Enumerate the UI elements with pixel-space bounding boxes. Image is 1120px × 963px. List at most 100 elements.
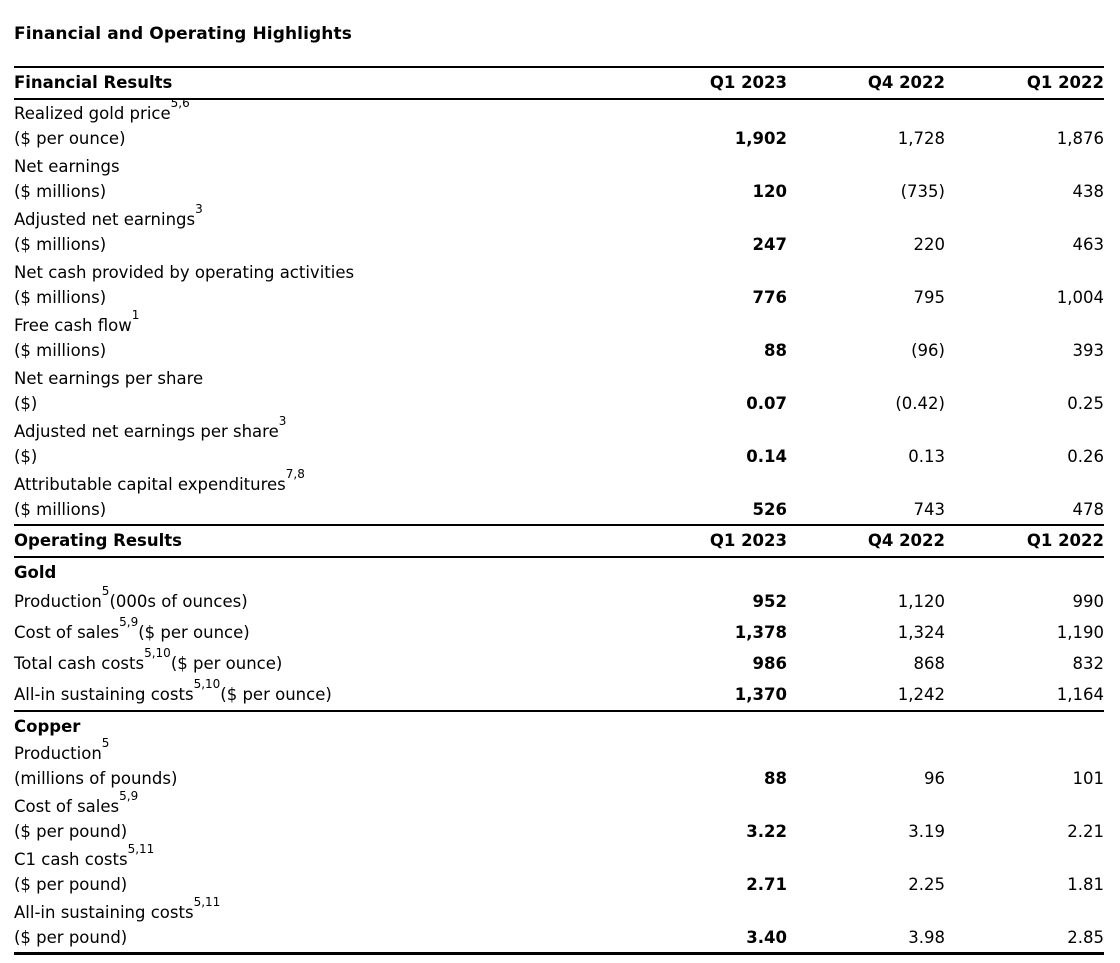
column-header-q1-2023: Q1 2023	[622, 66, 787, 100]
table-row-net-cash-operating: Net cash provided by operating activitie…	[14, 259, 1104, 312]
table-row-gold-total-cash-costs: Total cash costs5,10($ per ounce) 986 86…	[14, 645, 1104, 679]
row-unit: ($)	[14, 447, 38, 466]
value-q1-2022: 1,164	[1056, 685, 1104, 704]
value-q4-2022: 1,324	[897, 623, 945, 642]
row-unit: ($ millions)	[14, 182, 107, 201]
value-q4-2022: (735)	[900, 182, 945, 201]
footnote-ref: 7,8	[285, 466, 305, 481]
table-row-gold-cost-of-sales: Cost of sales5,9($ per ounce) 1,378 1,32…	[14, 614, 1104, 648]
footnote-ref: 5,11	[193, 894, 221, 909]
table-row-copper-cost-of-sales: Cost of sales5,9 ($ per pound) 3.22 3.19…	[14, 788, 1104, 846]
value-q1-2023: 0.14	[746, 447, 787, 466]
value-q1-2022: 1,190	[1056, 623, 1104, 642]
financial-results-header-row: Financial Results Q1 2023 Q4 2022 Q1 202…	[14, 66, 1104, 100]
value-q1-2023: 986	[752, 654, 787, 673]
row-label: Net earnings	[14, 157, 120, 176]
row-label: All-in sustaining costs5,10($ per ounce)	[14, 676, 332, 705]
row-label: All-in sustaining costs5,11	[14, 894, 221, 923]
table-row-net-earnings: Net earnings ($ millions) 120 (735) 438	[14, 153, 1104, 206]
footnote-ref: 5,10	[144, 645, 171, 660]
row-unit: (000s of ounces)	[109, 592, 248, 611]
highlights-table: Financial Results Q1 2023 Q4 2022 Q1 202…	[14, 66, 1104, 955]
value-q4-2022: (0.42)	[895, 394, 945, 413]
column-header-q4-2022: Q4 2022	[787, 524, 945, 558]
value-q1-2022: 1.81	[1067, 875, 1104, 894]
column-header-q1-2022: Q1 2022	[945, 66, 1104, 100]
value-q1-2023: 3.40	[622, 899, 787, 955]
page-title: Financial and Operating Highlights	[14, 24, 352, 44]
value-q4-2022: 868	[913, 654, 946, 673]
table-row-adjusted-net-earnings: Adjusted net earnings3 ($ millions) 247 …	[14, 203, 1105, 259]
table-row-attributable-capital-expenditures: Attributable capital expenditures7,8 ($ …	[14, 466, 1105, 525]
row-unit: ($ millions)	[14, 235, 107, 254]
value-q1-2023: 1,370	[734, 685, 787, 704]
value-q1-2022: 2.21	[1067, 822, 1104, 841]
table-row-gold-production: Production5(000s of ounces) 952 1,120 99…	[14, 583, 1104, 617]
value-q1-2022: 438	[1072, 182, 1105, 201]
footnote-ref: 5,11	[127, 841, 155, 856]
row-label: Net cash provided by operating activitie…	[14, 263, 355, 282]
value-q1-2022: 0.26	[1067, 447, 1104, 466]
value-q1-2022: 393	[1072, 341, 1105, 360]
row-unit: ($ per ounce)	[170, 654, 283, 673]
row-unit: ($ per ounce)	[220, 685, 332, 704]
footnote-ref: 3	[195, 201, 203, 216]
value-q4-2022: 3.19	[908, 822, 945, 841]
row-unit: (millions of pounds)	[14, 769, 178, 788]
footnote-ref: 5	[101, 735, 110, 750]
footnote-ref: 5,10	[193, 676, 221, 691]
row-unit: ($)	[14, 394, 38, 413]
value-q1-2023: 3.22	[746, 822, 787, 841]
column-header-q4-2022: Q4 2022	[787, 66, 945, 100]
value-q1-2023: 1,378	[734, 623, 787, 642]
footnote-ref: 5,9	[119, 788, 139, 803]
row-unit: ($ millions)	[14, 341, 107, 360]
value-q1-2023: 776	[752, 288, 787, 307]
table-row-realized-gold-price: Realized gold price5,6 ($ per ounce) 1,9…	[14, 95, 1104, 153]
footnote-ref: 5,6	[170, 95, 190, 110]
row-label: Cost of sales5,9($ per ounce)	[14, 614, 250, 643]
row-label: Net earnings per share	[14, 369, 204, 388]
footnote-ref: 5	[101, 583, 110, 598]
row-unit: ($ per pound)	[14, 875, 128, 894]
row-label: Total cash costs5,10($ per ounce)	[14, 645, 283, 674]
value-q1-2023: 526	[752, 500, 787, 519]
row-unit: ($ per pound)	[14, 928, 128, 947]
row-unit: ($ millions)	[14, 500, 107, 519]
row-label: Production5(000s of ounces)	[14, 583, 248, 612]
value-q4-2022: 220	[913, 235, 946, 254]
column-header-q1-2023: Q1 2023	[622, 524, 787, 558]
value-q4-2022: (96)	[911, 341, 945, 360]
value-q1-2022: 463	[1072, 235, 1105, 254]
section-title-operating-results: Operating Results	[14, 524, 622, 558]
value-q4-2022: 2.25	[908, 875, 945, 894]
row-label: Cost of sales5,9	[14, 788, 139, 817]
row-label: Attributable capital expenditures7,8	[14, 466, 305, 495]
value-q4-2022: 0.13	[908, 447, 945, 466]
row-unit: ($ per pound)	[14, 822, 128, 841]
table-row-copper-c1-cash-costs: C1 cash costs5,11 ($ per pound) 2.71 2.2…	[14, 841, 1104, 899]
row-label: C1 cash costs5,11	[14, 841, 155, 870]
table-row-free-cash-flow: Free cash flow1 ($ millions) 88 (96) 393	[14, 309, 1105, 365]
value-q1-2023: 2.71	[746, 875, 787, 894]
value-q1-2022: 1,876	[1056, 129, 1104, 148]
column-header-q1-2022: Q1 2022	[945, 524, 1104, 558]
row-label: Adjusted net earnings per share3	[14, 413, 287, 442]
footnote-ref: 5,9	[119, 614, 139, 629]
value-q1-2023: 247	[752, 235, 787, 254]
value-q4-2022: 743	[913, 500, 946, 519]
value-q4-2022: 96	[924, 769, 945, 788]
row-label: Production5	[14, 735, 110, 764]
value-q1-2022: 1,004	[1056, 288, 1104, 307]
row-label: Realized gold price5,6	[14, 95, 190, 124]
value-q1-2023: 88	[764, 341, 787, 360]
value-q1-2023: 1,902	[734, 129, 787, 148]
value-q1-2023: 0.07	[746, 394, 787, 413]
table-row-gold-aisc: All-in sustaining costs5,10($ per ounce)…	[14, 676, 1104, 711]
value-q1-2023: 952	[752, 592, 787, 611]
value-q1-2022: 101	[1072, 769, 1105, 788]
value-q1-2022: 2.85	[945, 899, 1104, 955]
operating-results-header-row: Operating Results Q1 2023 Q4 2022 Q1 202…	[14, 524, 1104, 558]
value-q1-2022: 478	[1072, 500, 1105, 519]
